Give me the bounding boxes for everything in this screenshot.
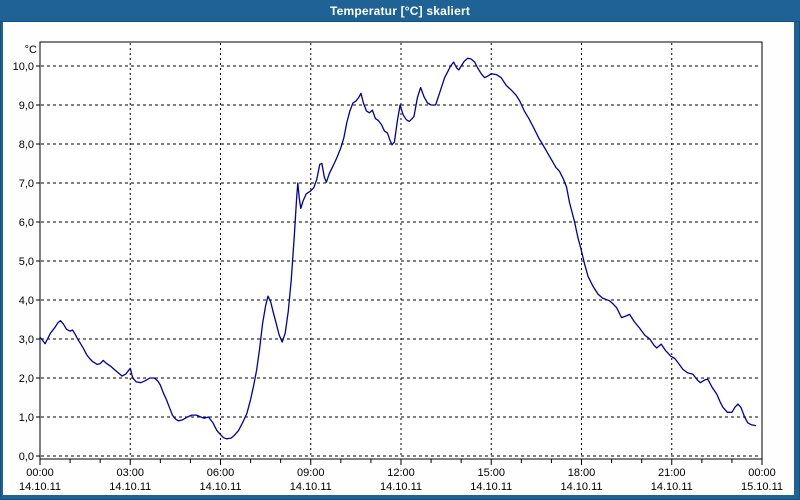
y-tick-label: 1,0 <box>19 412 34 424</box>
x-tick-time-label: 18:00 <box>568 467 596 479</box>
x-tick-date-label: 14.10.11 <box>380 481 422 493</box>
y-tick-label: 4,0 <box>19 295 34 307</box>
x-tick-time-label: 00:00 <box>748 467 776 479</box>
y-tick-label: 2,0 <box>19 373 34 385</box>
x-tick-date-label: 14.10.11 <box>199 481 241 493</box>
x-tick-time-label: 15:00 <box>477 467 505 479</box>
y-tick-label: 10,0 <box>13 61 34 73</box>
x-tick-time-label: 03:00 <box>116 467 144 479</box>
temperature-chart: 0,0 1,0 2,0 3,0 4,0 5,0 6,0 7,0 8,0 9,0 10,0 °C 00:0… <box>13 41 783 493</box>
x-tick-date-label: 15.10.11 <box>741 481 783 493</box>
x-tick-time-label: 00:00 <box>26 467 54 479</box>
y-tick-label: 7,0 <box>19 178 34 190</box>
y-tick-label: 8,0 <box>19 139 34 151</box>
x-tick-date-label: 14.10.11 <box>109 481 151 493</box>
x-tick-date-label: 14.10.11 <box>560 481 602 493</box>
x-tick-time-label: 21:00 <box>658 467 686 479</box>
x-tick-date-label: 14.10.11 <box>470 481 512 493</box>
x-tick-time-label: 12:00 <box>387 467 415 479</box>
y-tick-label: 6,0 <box>19 217 34 229</box>
chart-area: 0,0 1,0 2,0 3,0 4,0 5,0 6,0 7,0 8,0 9,0 10,0 °C 00:0… <box>3 22 794 495</box>
x-tick-time-label: 09:00 <box>297 467 325 479</box>
x-tick-time-label: 06:00 <box>207 467 235 479</box>
window-title: Temperatur [°C] skaliert <box>329 3 471 18</box>
x-tick-date-label: 14.10.11 <box>651 481 693 493</box>
x-tick-date-label: 14.10.11 <box>19 481 61 493</box>
y-tick-label: 0,0 <box>19 451 34 463</box>
window-titlebar[interactable]: Temperatur [°C] skaliert <box>0 0 800 22</box>
x-tick-date-label: 14.10.11 <box>290 481 332 493</box>
y-tick-label: 9,0 <box>19 100 34 112</box>
y-tick-label: 5,0 <box>19 256 34 268</box>
temperature-line <box>39 57 757 440</box>
y-axis-unit-label: °C <box>25 44 37 56</box>
y-tick-label: 3,0 <box>19 334 34 346</box>
